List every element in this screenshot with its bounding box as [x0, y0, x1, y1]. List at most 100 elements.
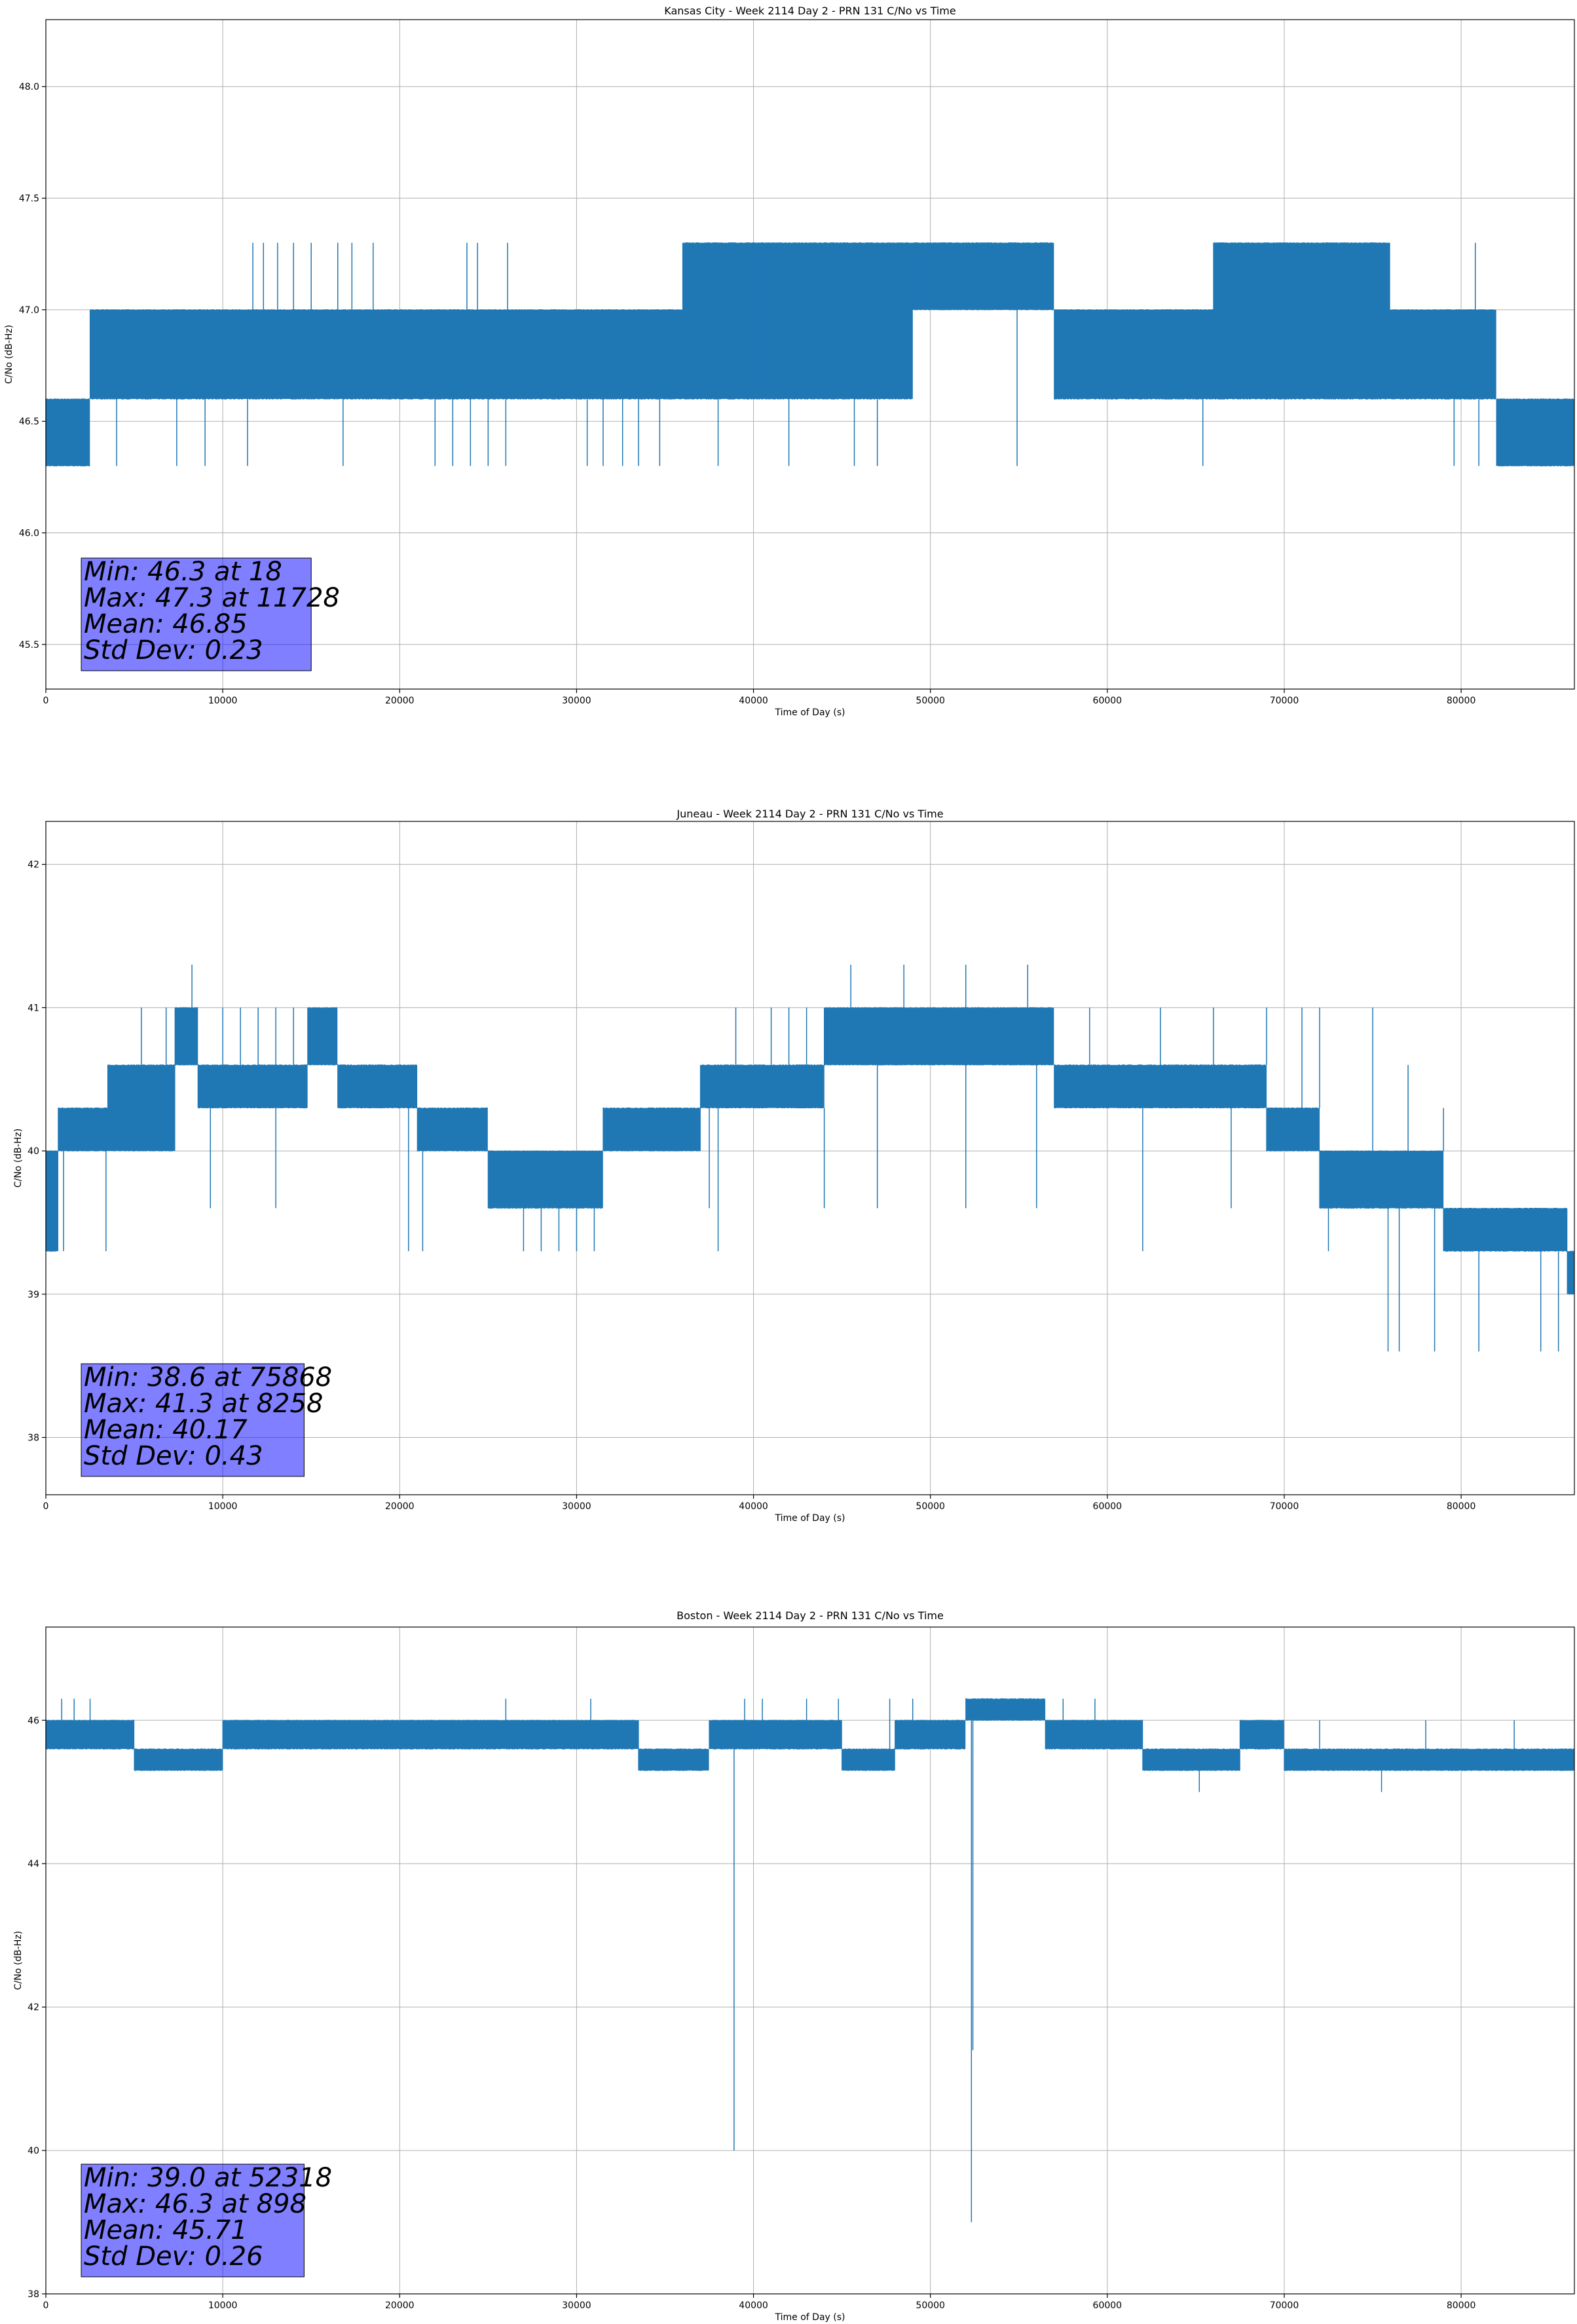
line-segment [1390, 309, 1496, 400]
x-tick-label: 20000 [385, 1501, 415, 1512]
plot-frame [45, 19, 1575, 690]
chart-title: Kansas City - Week 2114 Day 2 - PRN 131 … [664, 5, 955, 17]
y-tick-label: 40 [28, 1146, 39, 1157]
line-segment [487, 1150, 603, 1209]
x-tick-label: 70000 [1270, 2300, 1299, 2311]
y-tick-label: 44 [28, 1859, 39, 1869]
line-segment [307, 1007, 338, 1066]
line-segment [222, 1719, 639, 1750]
line-segment [1390, 1150, 1444, 1209]
x-tick-label: 50000 [916, 2300, 945, 2311]
line-segment [709, 1719, 754, 1750]
x-axis: 0 10000 20000 30000 40000 50000 60000 70000 8000… [43, 2294, 1476, 2311]
line-segment [699, 1064, 825, 1109]
stats-box-background [81, 557, 312, 671]
stats-line: Std Dev: 0.43 [84, 1441, 263, 1471]
line-segment [45, 398, 90, 466]
line-segment [824, 1007, 948, 1066]
x-tick-label: 40000 [739, 696, 768, 706]
y-tick-label: 39 [28, 1290, 39, 1300]
line-segment [1266, 1107, 1320, 1152]
line-segment [1213, 242, 1390, 400]
x-axis: 0 10000 20000 30000 40000 50000 60000 70000 8000… [43, 689, 1476, 706]
x-tick-label: 80000 [1447, 2300, 1476, 2311]
y-tick-label: 42 [28, 2002, 39, 2013]
line-segment [1142, 1748, 1240, 1771]
y-tick-label: 47.0 [19, 305, 39, 316]
x-tick-label: 50000 [916, 1501, 945, 1512]
line-segment [912, 242, 1054, 310]
series-line [45, 1698, 1575, 2222]
x-tick-label: 30000 [562, 696, 591, 706]
chart-boston: Boston - Week 2114 Day 2 - PRN 131 C/No … [13, 1609, 1575, 2323]
stats-line: Max: 47.3 at 11728 [84, 583, 340, 613]
chart-title: Juneau - Week 2114 Day 2 - PRN 131 C/No … [676, 808, 943, 820]
y-axis-label: C/No (dB-Hz) [13, 1931, 24, 1990]
line-segment [948, 1007, 1054, 1066]
chart-kansas-city: Kansas City - Week 2114 Day 2 - PRN 131 … [4, 5, 1575, 718]
y-tick-label: 41 [28, 1003, 39, 1013]
stats-line: Min: 38.6 at 75868 [84, 1362, 332, 1393]
x-axis: 0 10000 20000 30000 40000 50000 60000 70000 8000… [43, 1495, 1475, 1512]
line-segment [417, 1107, 488, 1152]
y-axis: 38 39 40 41 42 [28, 860, 46, 1444]
stats-line: Max: 41.3 at 8258 [84, 1389, 323, 1419]
y-tick-label: 48.0 [19, 82, 39, 92]
x-tick-label: 60000 [1093, 696, 1122, 706]
x-axis-label: Time of Day (s) [775, 2312, 845, 2323]
line-segment [45, 1719, 81, 1750]
stats-box-background [81, 1363, 305, 1477]
line-segment [965, 1698, 1046, 1721]
x-tick-label: 30000 [562, 2300, 591, 2311]
stats-line: Std Dev: 0.23 [84, 635, 263, 665]
x-tick-label: 60000 [1093, 1501, 1122, 1512]
x-tick-label: 0 [43, 2300, 49, 2311]
x-tick-label: 60000 [1093, 2300, 1122, 2311]
line-segment [1319, 1150, 1390, 1209]
x-axis-label: Time of Day (s) [775, 1513, 845, 1524]
y-axis-label: C/No (dB-Hz) [13, 1129, 24, 1188]
y-axis-label: C/No (dB-Hz) [4, 325, 14, 384]
line-segment [89, 309, 683, 400]
line-segment [638, 1748, 709, 1771]
stats-line: Std Dev: 0.26 [84, 2241, 263, 2272]
line-segment [107, 1064, 176, 1152]
line-segment [752, 242, 913, 400]
y-axis: 38 40 42 44 46 [28, 1715, 46, 2300]
stats-line: Min: 39.0 at 52318 [84, 2163, 332, 2193]
series-line [45, 964, 1575, 1352]
line-segment [682, 242, 754, 400]
line-segment [1284, 1748, 1575, 1771]
line-segment [1054, 309, 1214, 400]
x-tick-label: 0 [43, 1501, 49, 1512]
line-segment [895, 1719, 966, 1750]
chart-title: Boston - Week 2114 Day 2 - PRN 131 C/No … [677, 1609, 944, 1622]
plot-frame [45, 821, 1575, 1495]
x-tick-label: 0 [43, 696, 49, 706]
line-segment [1054, 1064, 1107, 1109]
x-tick-label: 50000 [916, 696, 945, 706]
line-segment [58, 1107, 108, 1152]
chart-juneau: Juneau - Week 2114 Day 2 - PRN 131 C/No … [13, 808, 1575, 1524]
x-axis-label: Time of Day (s) [775, 707, 845, 718]
x-tick-label: 80000 [1447, 696, 1476, 706]
series-line [45, 242, 1575, 466]
x-tick-label: 40000 [739, 1501, 768, 1512]
x-tick-label: 20000 [385, 696, 415, 706]
stats-line: Min: 46.3 at 18 [84, 557, 282, 587]
line-segment [752, 1719, 842, 1750]
y-tick-label: 46 [28, 1715, 39, 1726]
x-tick-label: 10000 [208, 1501, 238, 1512]
stats-line: Mean: 40.17 [84, 1415, 248, 1445]
y-tick-label: 40 [28, 2146, 39, 2156]
x-tick-label: 40000 [739, 2300, 768, 2311]
x-tick-label: 10000 [208, 2300, 238, 2311]
y-tick-label: 42 [28, 860, 39, 871]
line-segment [174, 1007, 198, 1066]
line-segment [1107, 1064, 1267, 1109]
line-segment [1239, 1719, 1284, 1750]
x-tick-label: 70000 [1270, 696, 1299, 706]
stats-line: Mean: 46.85 [84, 609, 248, 639]
line-segment [197, 1064, 308, 1109]
